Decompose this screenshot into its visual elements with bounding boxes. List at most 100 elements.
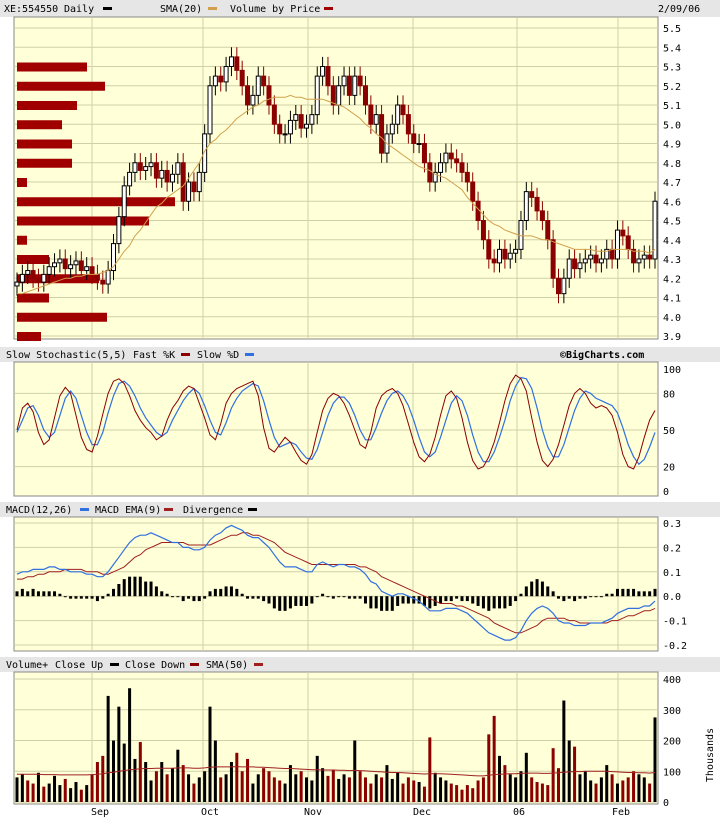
volume-bar [503,765,507,802]
volume-bar [299,771,303,802]
volume-bar [363,777,367,802]
price-y-ticks: 5.5 5.4 5.3 5.2 5.1 5.0 4.9 4.8 4.7 4.6 4.5 4.4 4.3 4… [663,24,681,343]
divergence-bar [369,596,373,609]
volume-bar [112,740,116,802]
price-grid [14,17,658,339]
macd-line [16,524,656,641]
divergence-bar [299,596,303,606]
volume-bar [251,783,255,802]
divergence-bar [31,588,35,597]
candle-body [293,114,299,121]
candle-body [486,239,492,260]
candle-body [454,158,460,164]
fast-k-line [16,374,656,470]
candle-body [448,152,454,160]
volume-bar [460,789,464,802]
candle-body [652,200,658,260]
divergence-bar [444,596,448,602]
y-tick-label: 4.3 [663,255,681,266]
divergence-bar [321,593,325,597]
y-tick-label: 300 [663,706,681,717]
divergence-bar [47,591,51,597]
volume-bar [642,777,646,802]
volume-bar [165,774,169,802]
candle-body [218,75,224,83]
volume-bar [599,777,603,802]
divergence-bar [58,593,62,597]
divergence-bar [138,576,142,597]
candle-body [362,85,368,106]
vol-sma-swatch [254,663,263,666]
volume-bar [342,774,346,802]
fast-k-label: Fast %K [133,350,175,361]
divergence-bar [578,596,582,599]
y-tick-label: 5.2 [663,82,681,93]
divergence-bar [530,581,534,597]
candle-body [68,264,74,270]
candle-body [35,277,41,283]
candle-body [459,162,465,173]
divergence-bar [85,596,89,599]
close-up-label: Close Up [55,660,103,671]
sma-swatch [208,7,217,10]
candle-body [320,66,326,77]
divergence-bar [133,576,137,597]
candle-body [561,277,567,295]
divergence-bar [288,596,292,609]
volume-bar [15,777,19,802]
volume-bar [428,737,432,802]
candle-body [352,75,358,96]
divergence-bar [36,591,40,597]
volume-bar [26,780,30,802]
candle-body [507,252,513,260]
candle-body [239,69,245,87]
y-tick-label: 5.4 [663,43,681,54]
candle-body [647,254,653,260]
candle-body [271,104,277,125]
divergence-bar [385,596,389,611]
candle-body [169,173,175,183]
divergence-bar [637,591,641,597]
macd-plot [13,516,659,652]
macd-ema-line [17,532,656,634]
y-tick-label: 4.4 [663,236,681,247]
divergence-bar [224,586,228,597]
candle-body [614,229,620,260]
volume-bar [128,688,132,802]
candle-body [62,258,68,270]
candle-body [111,243,117,272]
divergence-bar [615,588,619,597]
date-label: 2/09/06 [658,4,700,15]
x-tick-label: Feb [612,807,630,818]
candle-body [582,258,588,264]
vbp-bar [17,120,62,130]
volume-bar [567,740,571,802]
divergence-bar [540,581,544,597]
vbp-bar [17,158,72,168]
candle-body [298,114,304,129]
y-tick-label: 4.6 [663,197,681,208]
volume-bar [160,762,164,802]
candle-body [202,133,208,173]
divergence-bar [128,576,132,597]
volume-bar [498,755,502,802]
candle-body [121,185,127,218]
volume-bar [514,777,518,802]
candle-body [555,277,561,295]
volume-bar [353,740,357,802]
divergence-bar [26,591,30,597]
vbp-bar [17,197,175,207]
candle-body [261,75,267,87]
candle-body [357,75,363,87]
candle-body [196,171,202,193]
y-tick-label: 400 [663,675,681,686]
vbp-bar [17,81,105,91]
divergence-bar [465,596,469,602]
divergence-bar [412,596,416,604]
volume-bar [305,777,309,802]
y-tick-label: 0.1 [663,568,681,579]
y-tick-label: 200 [663,737,681,748]
volume-bar [471,788,475,802]
candle-body [78,260,84,272]
stoch-grid [14,362,658,496]
